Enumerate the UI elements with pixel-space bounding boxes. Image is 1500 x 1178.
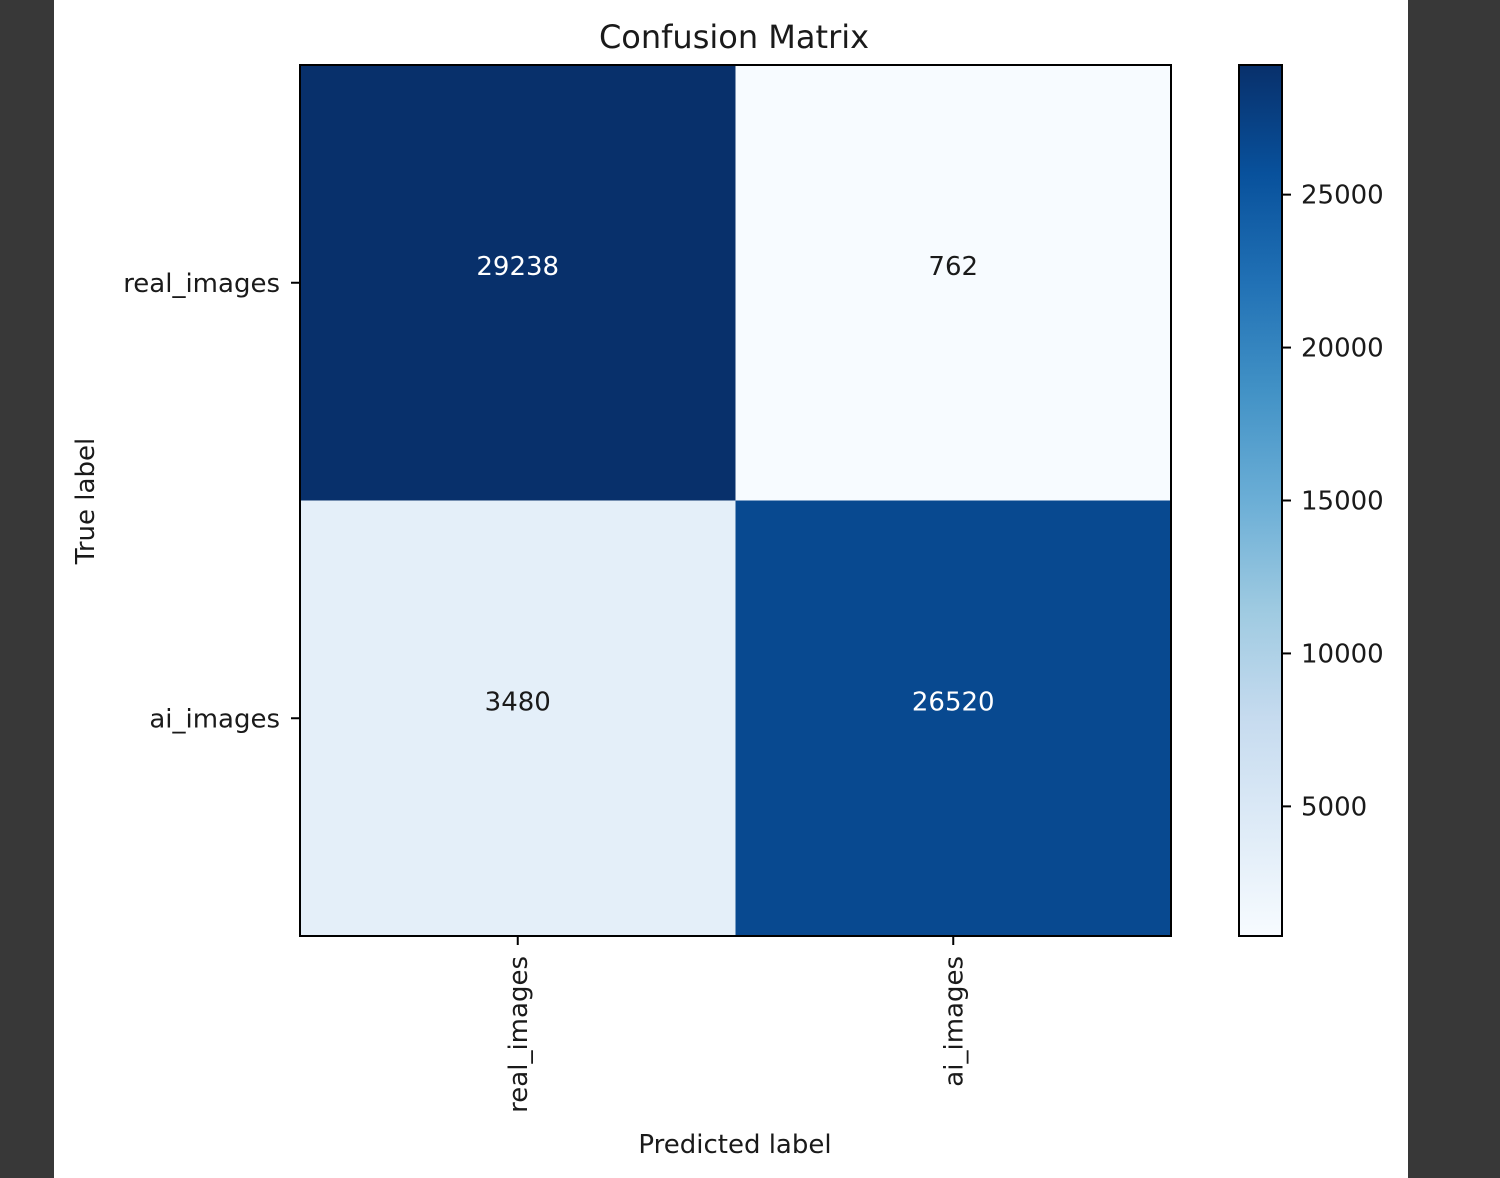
colorbar-tick-label: 15000 xyxy=(1301,487,1384,517)
cell-value-label: 29238 xyxy=(476,252,559,282)
y-tick-label: ai_images xyxy=(149,704,280,734)
cell-value-label: 3480 xyxy=(485,687,551,717)
x-tick-label: real_images xyxy=(504,956,534,1113)
colorbar-tick-label: 20000 xyxy=(1301,334,1384,364)
cell-value-label: 762 xyxy=(928,252,978,282)
colorbar-ticks: 5000 10000 15000 20000 25000 xyxy=(1282,181,1384,822)
y-axis-ticks: real_images ai_images xyxy=(123,269,300,734)
x-axis-label: Predicted label xyxy=(638,1130,831,1160)
heatmap-cell xyxy=(735,500,1172,937)
heatmap-cell xyxy=(300,65,736,501)
colorbar-tick-label: 25000 xyxy=(1301,181,1384,211)
colorbar-tick-label: 5000 xyxy=(1301,792,1367,822)
cell-value-label: 26520 xyxy=(912,687,995,717)
heatmap-cell xyxy=(735,65,1172,501)
plot-frame xyxy=(299,64,1172,937)
heatmap-cell xyxy=(300,500,736,937)
x-tick-label: ai_images xyxy=(939,956,969,1087)
y-tick-label: real_images xyxy=(123,269,280,299)
y-axis-label: True label xyxy=(71,438,101,565)
chart-title: Confusion Matrix xyxy=(599,18,869,56)
colorbar-tick-label: 10000 xyxy=(1301,639,1384,669)
x-axis-ticks: real_images ai_images xyxy=(504,936,969,1113)
heatmap-cells xyxy=(300,65,1172,937)
heatmap-cell-labels: 29238 762 3480 26520 xyxy=(476,252,994,718)
colorbar xyxy=(1238,64,1283,937)
